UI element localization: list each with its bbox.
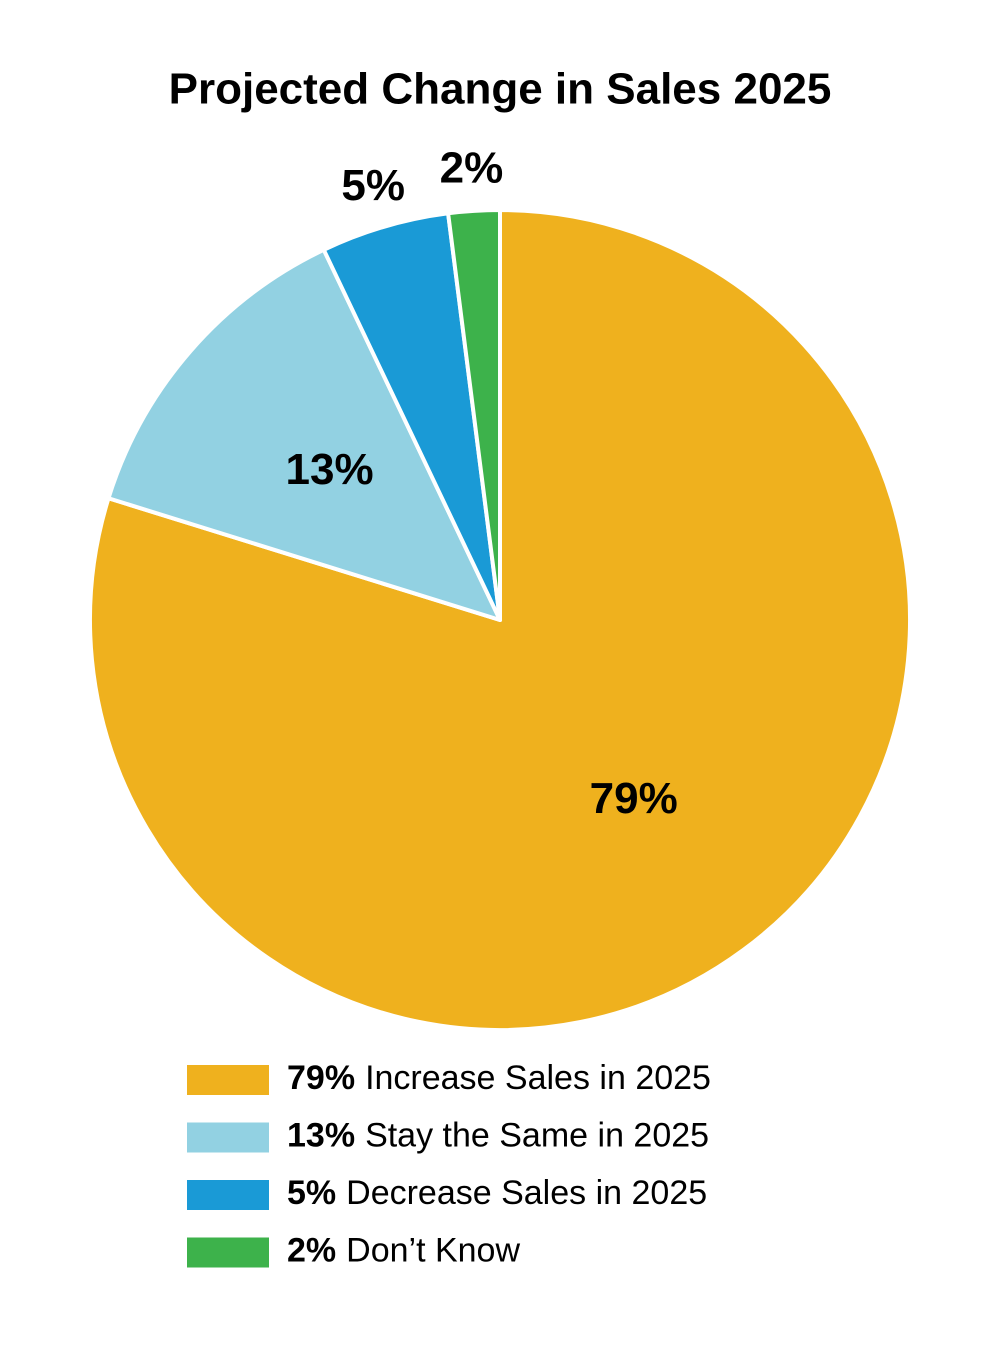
- legend-swatch: [187, 1122, 269, 1153]
- pie-slice: [446, 208, 502, 622]
- slice-label: 5%: [341, 161, 405, 210]
- legend-value: 79%: [287, 1059, 355, 1097]
- legend-swatch: [187, 1180, 269, 1210]
- slice-label: 13%: [286, 445, 374, 494]
- legend-swatch: [187, 1237, 269, 1268]
- legend-label: Decrease Sales in 2025: [346, 1174, 707, 1212]
- slice-label: 79%: [590, 774, 678, 823]
- legend-swatch: [187, 1065, 269, 1095]
- legend-label: Don’t Know: [346, 1231, 520, 1269]
- legend-value: 5%: [287, 1174, 336, 1212]
- legend-value: 2%: [287, 1231, 336, 1269]
- slice-label: 2%: [440, 144, 504, 193]
- legend-label: Stay the Same in 2025: [365, 1116, 709, 1154]
- pie-slice: [106, 247, 502, 622]
- legend-label: Increase Sales in 2025: [365, 1059, 711, 1097]
- chart-title: Projected Change in Sales 2025: [169, 65, 832, 114]
- legend-value: 13%: [287, 1116, 355, 1154]
